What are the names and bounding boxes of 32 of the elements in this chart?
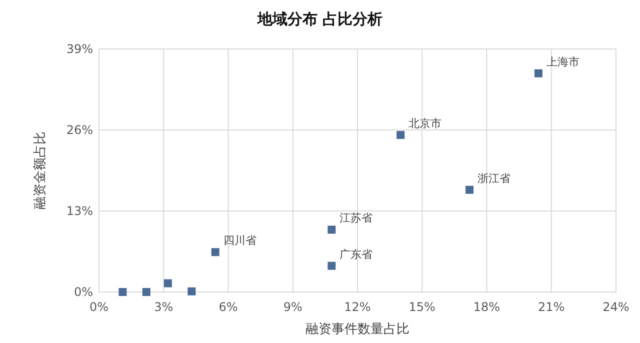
x-tick-label: 3% — [154, 300, 174, 314]
point — [328, 226, 336, 234]
x-tick-label: 24% — [602, 300, 630, 314]
point — [328, 262, 336, 270]
point — [466, 186, 474, 194]
x-tick-label: 15% — [408, 300, 436, 314]
x-tick-label: 12% — [344, 300, 371, 314]
y-tick-label: 26% — [66, 123, 93, 137]
annotation: 浙江省 — [478, 172, 511, 185]
annotation: 江苏省 — [340, 212, 373, 225]
point — [396, 130, 405, 139]
point — [188, 287, 196, 296]
point — [142, 288, 150, 296]
point — [118, 288, 127, 296]
y-tick-label: 0% — [74, 285, 93, 299]
y-axis-title: 融资金额占比 — [33, 132, 48, 210]
y-tick-label: 39% — [66, 42, 93, 56]
point — [211, 248, 220, 256]
x-tick-label: 21% — [538, 300, 565, 314]
chart-title: 地域分布 占比分析 — [256, 10, 383, 28]
annotation: 四川省 — [223, 234, 256, 248]
x-tick-label: 9% — [283, 300, 302, 314]
x-axis-title: 融资事件数量占比 — [306, 322, 410, 337]
x-tick-label: 0% — [89, 300, 109, 314]
annotation: 北京市 — [408, 116, 442, 130]
x-tick-label: 6% — [218, 300, 238, 314]
point — [164, 279, 172, 288]
y-tick-label: 13% — [66, 204, 93, 218]
x-tick-label: 18% — [473, 300, 500, 314]
point — [534, 69, 542, 78]
annotation: 上海市 — [546, 55, 580, 68]
annotation: 广东省 — [340, 248, 373, 261]
